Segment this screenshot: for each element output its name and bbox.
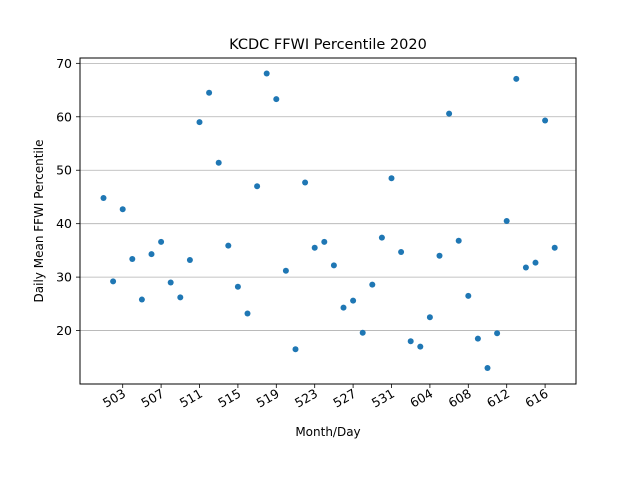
data-point	[244, 310, 251, 317]
data-point	[225, 242, 232, 249]
data-point	[340, 304, 347, 311]
plot-frame	[79, 57, 577, 385]
data-point	[350, 297, 357, 304]
data-point	[302, 179, 309, 186]
grid-lines	[80, 62, 576, 331]
y-tick-label: 40	[56, 216, 72, 231]
data-point	[234, 283, 241, 290]
data-point	[417, 343, 424, 350]
data-point	[398, 248, 405, 255]
data-point	[474, 335, 481, 342]
data-point	[254, 183, 261, 190]
data-point	[359, 329, 366, 336]
data-point	[407, 338, 414, 345]
y-tick-label: 20	[56, 323, 72, 338]
data-point	[100, 195, 107, 202]
x-axis-label: Month/Day	[295, 425, 360, 439]
data-point	[138, 296, 145, 303]
data-point	[311, 244, 318, 251]
data-point	[551, 244, 558, 251]
data-point	[206, 89, 213, 96]
data-point	[110, 278, 117, 285]
data-point	[522, 264, 529, 271]
y-axis-ticks: 20 30 40 50 60 70	[56, 56, 80, 338]
data-point	[446, 110, 453, 117]
y-tick-label: 50	[56, 163, 72, 178]
data-point	[158, 238, 165, 245]
data-point	[532, 259, 539, 266]
data-point	[465, 292, 472, 299]
chart-title: KCDC FFWI Percentile 2020	[229, 37, 427, 53]
data-point	[494, 330, 501, 337]
data-point	[513, 75, 520, 82]
data-point	[119, 206, 126, 213]
data-point	[455, 237, 462, 244]
y-axis-label: Daily Mean FFWI Percentile	[32, 140, 46, 303]
data-point	[484, 364, 491, 371]
data-points	[100, 70, 558, 371]
data-point	[330, 262, 337, 269]
data-point	[369, 281, 376, 288]
data-point	[177, 294, 184, 301]
data-point	[426, 314, 433, 321]
data-point	[321, 238, 328, 245]
y-tick-label: 60	[56, 109, 72, 124]
data-point	[273, 96, 280, 103]
data-point	[129, 255, 136, 262]
y-tick-label: 30	[56, 270, 72, 285]
data-point	[282, 267, 289, 274]
data-point	[263, 70, 270, 77]
data-point	[215, 159, 222, 166]
y-tick-label: 70	[56, 56, 72, 71]
data-point	[196, 119, 203, 126]
data-point	[186, 257, 193, 264]
data-point	[292, 346, 299, 353]
data-point	[542, 117, 549, 124]
data-point	[388, 175, 395, 182]
data-point	[503, 218, 510, 224]
data-point	[148, 251, 155, 258]
data-point	[378, 234, 385, 241]
data-point	[167, 279, 174, 286]
data-point	[436, 252, 443, 259]
